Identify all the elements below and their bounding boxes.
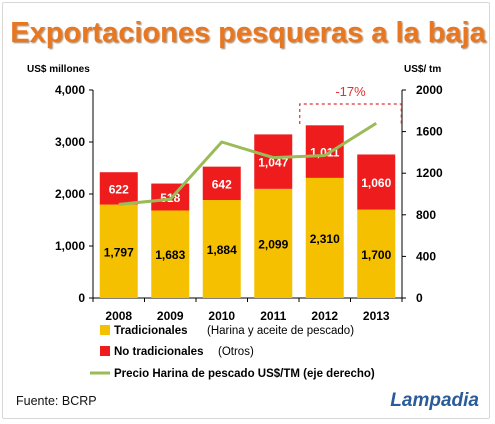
chart-title: Exportaciones pesqueras a la baja (10, 17, 486, 49)
bar-tradicionales (151, 210, 190, 298)
legend-swatch-no-tradicionales (100, 346, 110, 356)
right-tick-label: 0 (416, 291, 423, 305)
data-label-no-tradicionales: 1,060 (361, 176, 391, 190)
data-label-tradicionales: 2,310 (310, 232, 340, 246)
x-tick-label: 2010 (208, 309, 235, 323)
bar-no-tradicionales (357, 154, 396, 210)
bar-no-tradicionales (202, 166, 241, 201)
right-axis-unit: US$/ tm (404, 64, 441, 75)
bar-tradicionales (357, 209, 396, 298)
right-tick-label: 1200 (416, 166, 443, 180)
annotation-label: -17% (335, 84, 366, 99)
legend-label-tradicionales: Tradicionales (114, 325, 188, 337)
bar-tradicionales (202, 200, 241, 298)
left-tick-label: 4,000 (55, 83, 85, 97)
x-tick-label: 2008 (105, 309, 132, 323)
left-tick-label: 0 (78, 291, 85, 305)
bar-no-tradicionales (99, 172, 138, 205)
left-axis-unit: US$ millones (27, 64, 90, 75)
data-label-tradicionales: 1,700 (361, 248, 391, 262)
legend-note-no-tradicionales: (Otros) (218, 346, 254, 358)
brand-logo: Lampadia (390, 390, 479, 411)
bar-no-tradicionales (305, 125, 344, 178)
bar-tradicionales (305, 177, 344, 298)
data-label-tradicionales: 1,797 (104, 245, 134, 259)
plot-area: 0 1,000 2,000 3,000 4,000 0 400 800 1200 1600 2000… (55, 83, 443, 323)
data-label-no-tradicionales: 1,047 (258, 156, 288, 170)
price-line (118, 122, 378, 206)
bar-no-tradicionales (254, 134, 293, 189)
left-tick-label: 1,000 (55, 239, 85, 253)
x-tick-label: 2009 (157, 309, 184, 323)
x-tick-label: 2012 (311, 309, 338, 323)
left-tick-label: 3,000 (55, 135, 85, 149)
bar-tradicionales (99, 204, 138, 298)
data-label-no-tradicionales: 642 (212, 177, 232, 191)
x-tick-label: 2011 (260, 309, 286, 323)
right-tick-label: 800 (416, 208, 436, 222)
right-tick-label: 1600 (416, 125, 443, 139)
data-label-tradicionales: 1,683 (155, 248, 185, 262)
data-label-no-tradicionales: 622 (109, 182, 129, 196)
right-tick-label: 400 (416, 249, 436, 263)
right-tick-label: 2000 (416, 83, 443, 97)
legend-swatch-tradicionales (100, 325, 110, 335)
data-label-tradicionales: 2,099 (258, 237, 288, 251)
legend-label-no-tradicionales: No tradicionales (114, 346, 203, 358)
legend-note-tradicionales: (Harina y aceite de pescado) (207, 325, 354, 337)
legend: Tradicionales (Harina y aceite de pescado… (90, 325, 375, 380)
left-tick-label: 2,000 (55, 187, 85, 201)
source-text: Fuente: BCRP (16, 394, 97, 408)
annotation-bracket (299, 103, 402, 124)
data-label-tradicionales: 1,884 (207, 243, 237, 257)
chart-border (2, 2, 490, 419)
x-tick-label: 2013 (363, 309, 390, 323)
bar-tradicionales (254, 188, 293, 298)
legend-label-price: Precio Harina de pescado US$/TM (eje der… (114, 368, 375, 380)
